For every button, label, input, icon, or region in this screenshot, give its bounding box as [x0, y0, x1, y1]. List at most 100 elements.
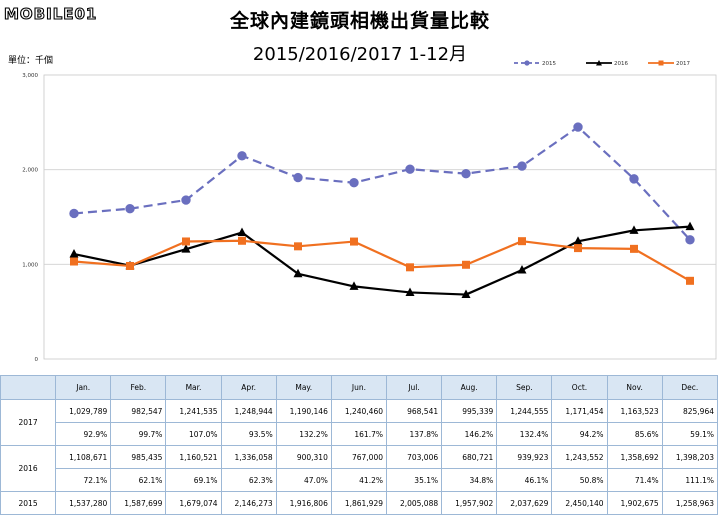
- year-cell: 2015: [0, 491, 57, 515]
- series-2017-point: [462, 260, 470, 269]
- percent-cell: 132.2%: [275, 422, 332, 446]
- value-cell: 2,450,140: [551, 491, 608, 515]
- percent-cell: 34.8%: [441, 468, 498, 492]
- table-row: 2017 1,029,789 982,547 1,241,535 1,248,944 1,…: [0, 399, 719, 446]
- legend-2015-label: 2015: [542, 61, 556, 67]
- table-row: 72.1% 62.1% 69.1% 62.3% 47.0% 41.2% 35.1% 34.8%…: [1, 468, 719, 492]
- value-cell: 1,336,058: [220, 445, 277, 469]
- table-row: 2015 1,537,280 1,587,699 1,679,074 2,146,273…: [0, 491, 719, 515]
- value-cell: 1,587,699: [110, 491, 167, 515]
- percent-cell: 47.0%: [275, 468, 332, 492]
- percent-cell: 71.4%: [606, 468, 663, 492]
- percent-cell: 93.5%: [220, 422, 277, 446]
- series-2015-point: [461, 168, 471, 179]
- table-row: 2016 1,108,671 985,435 1,160,521 1,336,058 90…: [0, 445, 719, 492]
- percent-cell: 137.8%: [385, 422, 443, 446]
- value-cell: 982,547: [110, 399, 167, 423]
- series-2016-point: [349, 281, 359, 290]
- legend-2016-marker: [596, 60, 602, 66]
- percent-cell: 72.1%: [55, 468, 112, 492]
- percent-cell: 62.3%: [220, 468, 277, 492]
- series-2015-point: [573, 122, 583, 132]
- legend-2017-label: 2017: [676, 61, 690, 67]
- percent-cell: 41.2%: [330, 468, 387, 492]
- percent-cell: 85.6%: [606, 422, 663, 446]
- percent-cell: 50.8%: [551, 468, 608, 492]
- series-2015-point: [517, 161, 527, 171]
- value-cell: 1,861,929: [330, 491, 387, 515]
- value-cell: 1,029,789: [55, 399, 112, 423]
- value-cell: 1,190,146: [275, 399, 332, 423]
- month-header: Sep.: [496, 375, 553, 400]
- series-2016-point: [237, 227, 247, 237]
- percent-cell: 146.2%: [441, 422, 498, 446]
- y-tick-label: 0: [35, 357, 39, 363]
- series-2017-point: [686, 276, 694, 285]
- year-cell: 2017: [0, 399, 57, 446]
- month-header: Jul.: [385, 375, 443, 400]
- y-tick-label: 3,000: [22, 73, 38, 79]
- month-header: Apr.: [220, 375, 277, 400]
- series-2017-point: [518, 237, 526, 246]
- series-2017-line: [73, 239, 691, 282]
- value-cell: 1,398,203: [661, 445, 719, 469]
- plot-area: [43, 74, 717, 360]
- value-cell: 1,957,902: [441, 491, 498, 515]
- value-cell: 1,358,692: [606, 445, 663, 469]
- line-chart: 0 1,000 2,000 3,000 2015 2016 2017: [22, 60, 717, 363]
- month-header: Mar.: [165, 375, 222, 400]
- percent-cell: 94.2%: [551, 422, 608, 446]
- value-cell: 680,721: [441, 445, 498, 469]
- mobile01-logo: MOBILE01: [3, 2, 133, 24]
- series-2015-point: [237, 151, 247, 161]
- percent-cell: 69.1%: [165, 468, 222, 492]
- percent-cell: 46.1%: [496, 468, 553, 492]
- value-cell: 2,005,088: [385, 491, 443, 515]
- series-2015-point: [181, 195, 191, 205]
- month-header: Oct.: [551, 375, 608, 400]
- value-cell: 1,240,460: [330, 399, 387, 423]
- value-cell: 767,000: [330, 445, 387, 469]
- series-2016-point: [573, 236, 583, 245]
- series-2016-point: [629, 225, 639, 234]
- value-cell: 1,241,535: [165, 399, 222, 423]
- series-2015-point: [69, 208, 79, 219]
- series-2015-point: [293, 172, 303, 183]
- series-2017-point: [126, 261, 134, 270]
- y-tick-label: 2,000: [22, 168, 38, 174]
- value-cell: 703,006: [385, 445, 443, 469]
- value-cell: 1,160,521: [165, 445, 222, 469]
- data-table: Jan. Feb. Mar. Apr. May. Jun. Jul. Aug. Sep. Oct.…: [0, 375, 719, 515]
- series-2016-point: [685, 221, 695, 231]
- table-row: 92.9% 99.7% 107.0% 93.5% 132.2% 161.7% 137.8% 1…: [1, 422, 719, 446]
- value-cell: 1,171,454: [551, 399, 608, 423]
- series-2017-point: [350, 237, 358, 246]
- month-header: Nov.: [606, 375, 663, 400]
- year-cell: 2016: [0, 445, 57, 492]
- chart-subtitle: 2015/2016/2017 1-12月: [252, 44, 468, 65]
- value-cell: 900,310: [275, 445, 332, 469]
- value-cell: 1,108,671: [55, 445, 112, 469]
- series-2015-point: [349, 178, 359, 188]
- series-2017-point: [238, 236, 246, 245]
- logo-text: MOBILE01: [4, 5, 97, 23]
- series-2017-point: [630, 244, 638, 253]
- percent-cell: 92.9%: [55, 422, 112, 446]
- y-tick-label: 1,000: [22, 262, 38, 268]
- percent-cell: 35.1%: [385, 468, 443, 492]
- series-2017-point: [574, 244, 582, 253]
- series-2016-point: [405, 287, 415, 296]
- percent-cell: 62.1%: [110, 468, 167, 492]
- mobile01-logo-mark: MOBILE01: [3, 4, 97, 23]
- series-2016-point: [69, 249, 79, 258]
- month-header: Jun.: [330, 375, 387, 400]
- value-cell: 1,916,806: [275, 491, 332, 515]
- table-corner-cell: [0, 375, 57, 400]
- value-cell: 2,037,629: [496, 491, 553, 515]
- series-2017-point: [406, 263, 414, 272]
- value-cell: 995,339: [441, 399, 498, 423]
- month-header: Feb.: [110, 375, 167, 400]
- legend-2015-marker: [524, 60, 530, 66]
- value-cell: 939,923: [496, 445, 553, 469]
- legend-2017-marker: [658, 60, 664, 66]
